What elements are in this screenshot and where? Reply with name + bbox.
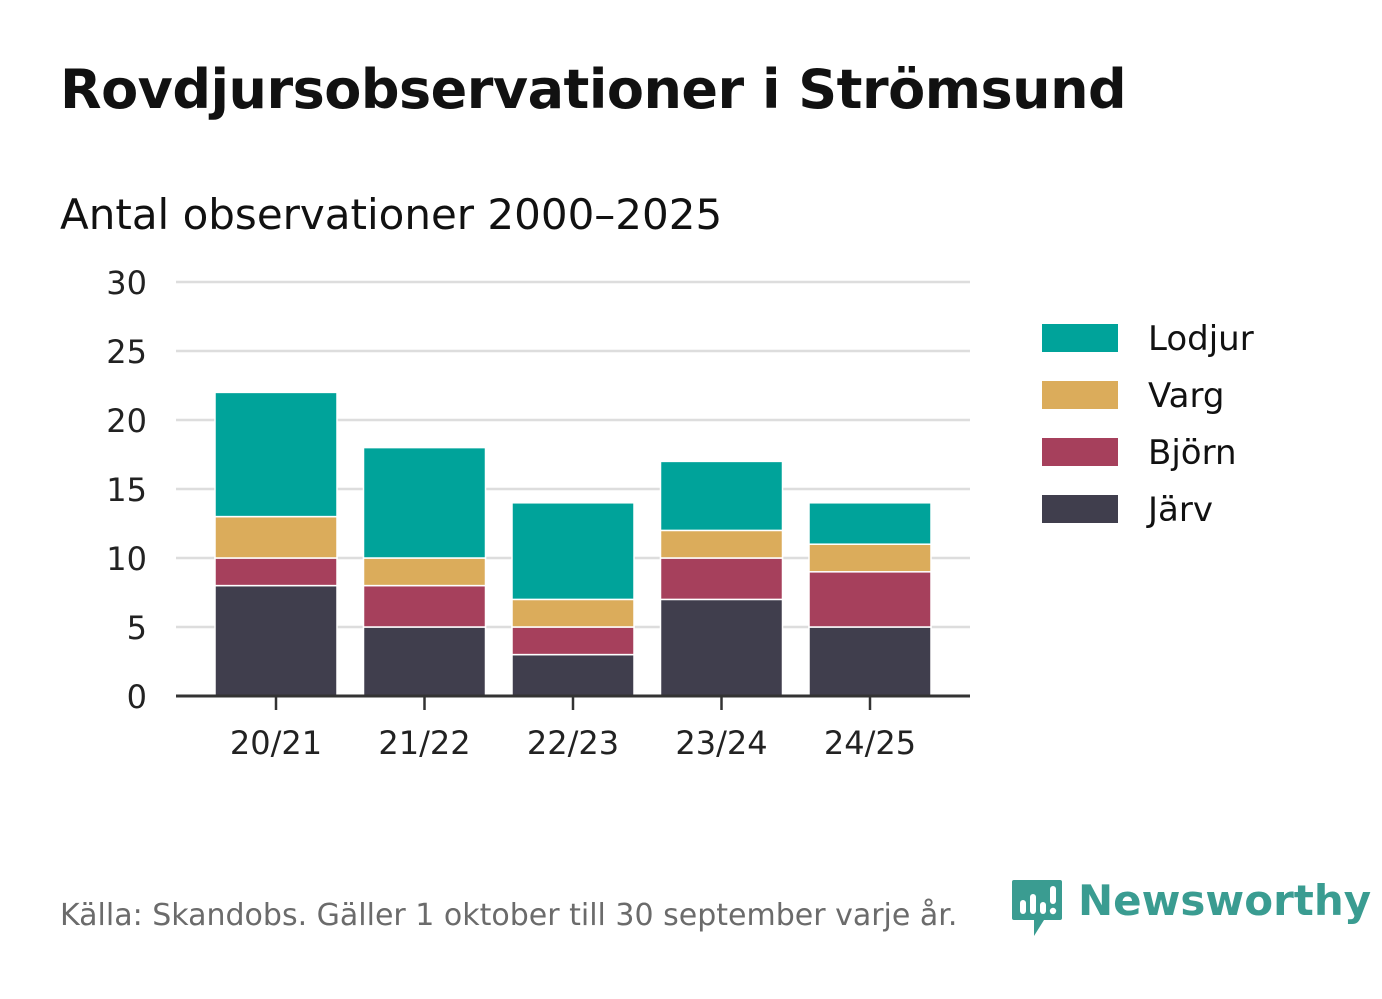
x-tick-label: 23/24 [675, 724, 767, 762]
bar-segment-järv-22-23 [511, 653, 635, 697]
bar-segment-lodjur-20-21 [214, 391, 338, 518]
bar-segment-björn-24-25 [808, 571, 932, 628]
x-tick-label: 20/21 [230, 724, 322, 762]
chart-title: Rovdjursobservationer i Strömsund [60, 58, 1127, 121]
bar-segment-järv-23-24 [659, 598, 784, 697]
bars [214, 391, 932, 697]
bar-segment-järv-20-21 [214, 584, 338, 697]
bar-segment-björn-21-22 [362, 584, 487, 628]
x-tick-label: 24/25 [824, 724, 916, 762]
bar-segment-lodjur-23-24 [659, 460, 784, 532]
bar-segment-lodjur-24-25 [808, 502, 932, 545]
bar-segment-björn-23-24 [659, 557, 784, 601]
legend-label-björn: Björn [1148, 433, 1237, 473]
brand-name: Newsworthy [1078, 876, 1372, 925]
bar-segment-björn-20-21 [214, 557, 338, 587]
x-tick-label: 21/22 [378, 724, 470, 762]
legend-label-varg: Varg [1148, 376, 1224, 416]
bar-segment-varg-23-24 [659, 529, 784, 559]
y-tick-label: 25 [106, 333, 147, 371]
legend: Lodjur Varg Björn Järv [1042, 319, 1254, 530]
newsworthy-logo-icon [1012, 880, 1062, 936]
bar-segment-lodjur-22-23 [511, 502, 635, 601]
legend-swatch-varg [1042, 381, 1118, 409]
bar-segment-varg-22-23 [511, 598, 635, 628]
axes: 0 5 10 15 20 25 30 20/21 21/22 22/23 23/24 24/25 [106, 264, 970, 762]
legend-label-järv: Järv [1146, 490, 1213, 530]
legend-label-lodjur: Lodjur [1148, 319, 1254, 359]
y-tick-label: 15 [106, 471, 147, 509]
y-tick-label: 5 [127, 609, 147, 647]
x-tick-label: 22/23 [527, 724, 619, 762]
bar-segment-varg-24-25 [808, 543, 932, 573]
bar-segment-järv-24-25 [808, 626, 932, 697]
y-tick-label: 30 [106, 264, 147, 302]
bar-segment-varg-20-21 [214, 515, 338, 559]
legend-swatch-lodjur [1042, 324, 1118, 352]
y-tick-label: 10 [106, 540, 147, 578]
source-note: Källa: Skandobs. Gäller 1 oktober till 3… [60, 898, 958, 933]
chart-subtitle: Antal observationer 2000–2025 [60, 190, 723, 239]
bar-segment-lodjur-21-22 [362, 446, 487, 559]
bar-segment-varg-21-22 [362, 557, 487, 587]
y-tick-label: 0 [127, 678, 147, 716]
legend-swatch-björn [1042, 438, 1118, 466]
bar-segment-järv-21-22 [362, 626, 487, 697]
brand-logo[interactable]: Newsworthy [1010, 876, 1372, 940]
y-tick-label: 20 [106, 402, 147, 440]
legend-swatch-järv [1042, 495, 1118, 523]
bar-segment-björn-22-23 [511, 626, 635, 656]
